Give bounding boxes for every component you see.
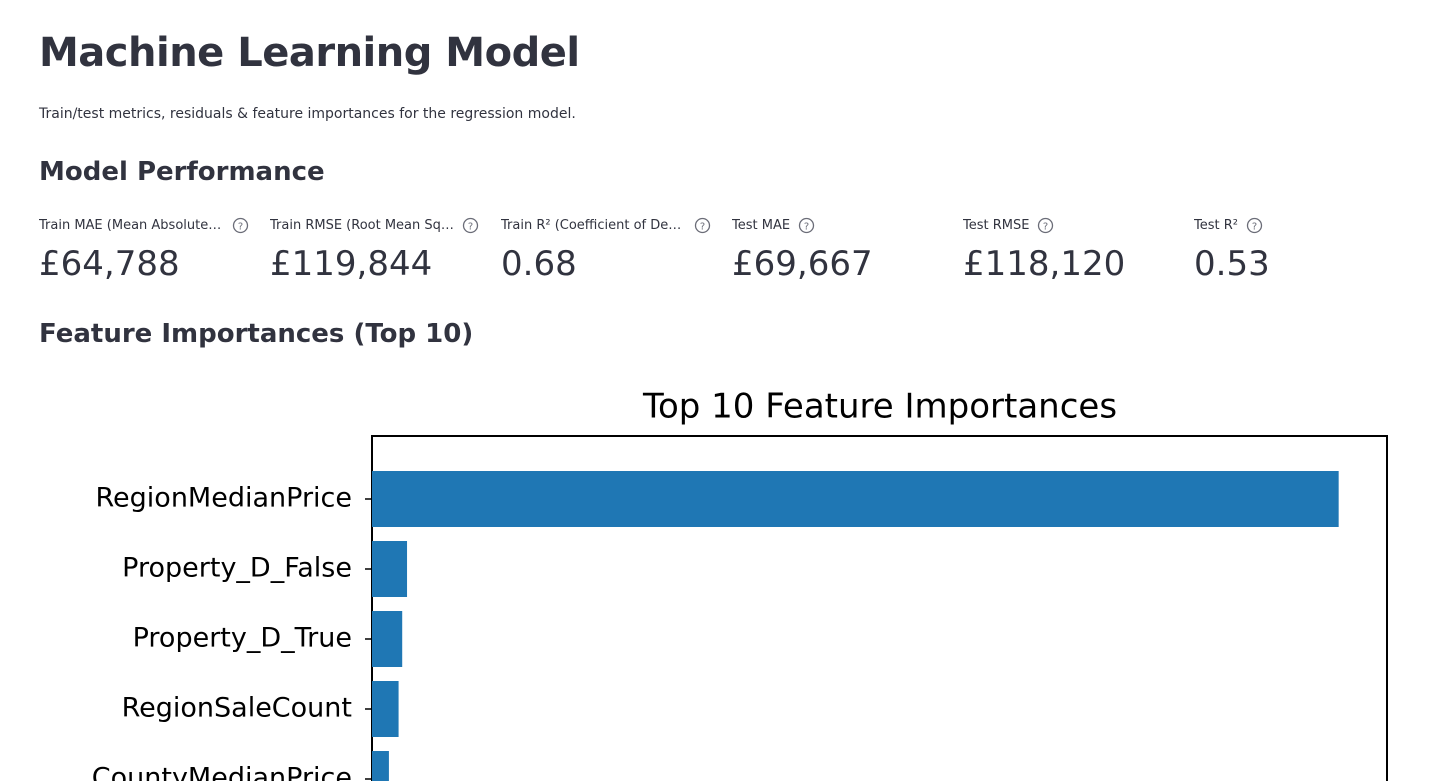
help-glyph: ? [468, 221, 473, 232]
metric-label-row: Test MAE? [732, 214, 957, 236]
metric-label-row: Train RMSE (Root Mean Sq…? [270, 214, 495, 236]
metric-value: 0.68 [501, 244, 577, 284]
metric: Train MAE (Mean Absolute …? £64,788 [39, 214, 264, 284]
metric-label: Test MAE [732, 217, 791, 233]
help-circle [694, 217, 711, 233]
help-icon[interactable]: ? [694, 217, 711, 234]
metric-label-row: Train R² (Coefficient of Det…? [501, 214, 726, 236]
y-tick-label: CountyMedianPrice [92, 763, 352, 781]
metric-value: £64,788 [39, 244, 180, 284]
metric-label: Train RMSE (Root Mean Sq… [270, 217, 454, 233]
help-circle [232, 217, 249, 233]
help-glyph: ? [1043, 221, 1048, 232]
y-tick-label: RegionSaleCount [122, 693, 352, 724]
y-tick-label: Property_D_True [133, 623, 352, 654]
help-glyph: ? [700, 221, 705, 232]
y-tick-label: Property_D_False [122, 553, 352, 584]
bar [372, 471, 1339, 527]
metric-label: Train MAE (Mean Absolute … [39, 217, 224, 233]
page-title: Machine Learning Model [39, 30, 580, 76]
metric-label: Train R² (Coefficient of Det… [501, 217, 686, 233]
metric: Test MAE? £69,667 [732, 214, 957, 284]
help-circle [462, 217, 479, 233]
metric-label-row: Test R²? [1194, 214, 1419, 236]
help-icon[interactable]: ? [462, 217, 479, 234]
help-circle [1246, 217, 1263, 233]
section-heading: Feature Importances (Top 10) [39, 319, 474, 349]
bar [372, 611, 403, 667]
help-glyph: ? [238, 221, 243, 232]
help-icon[interactable]: ? [1037, 217, 1054, 234]
bar [372, 541, 408, 597]
metric: Train RMSE (Root Mean Sq…? £119,844 [270, 214, 495, 284]
help-icon[interactable]: ? [798, 217, 815, 234]
metric: Test R²? 0.53 [1194, 214, 1419, 284]
help-icon[interactable]: ? [1246, 217, 1263, 234]
y-tick-label: RegionMedianPrice [96, 483, 353, 514]
metric-label: Test R² [1194, 217, 1238, 233]
metric-label-row: Test RMSE? [963, 214, 1188, 236]
metric-label: Test RMSE [963, 217, 1030, 233]
help-glyph: ? [1252, 221, 1257, 232]
metric-value: £118,120 [963, 244, 1126, 284]
metric-value: 0.53 [1194, 244, 1270, 284]
page-subtitle: Train/test metrics, residuals & feature … [39, 106, 576, 122]
bar [372, 751, 389, 781]
section-heading: Model Performance [39, 157, 325, 187]
help-glyph: ? [804, 221, 809, 232]
help-circle [798, 217, 815, 233]
metric-label-row: Train MAE (Mean Absolute …? [39, 214, 264, 236]
help-icon[interactable]: ? [232, 217, 249, 234]
chart-title: Top 10 Feature Importances [642, 387, 1117, 427]
metric: Test RMSE? £118,120 [963, 214, 1188, 284]
metric-value: £119,844 [270, 244, 433, 284]
metric: Train R² (Coefficient of Det…? 0.68 [501, 214, 726, 284]
metric-value: £69,667 [732, 244, 873, 284]
chart: Top 10 Feature Importances RegionMedianP… [92, 387, 1388, 781]
help-circle [1038, 217, 1054, 233]
bar [372, 681, 399, 737]
